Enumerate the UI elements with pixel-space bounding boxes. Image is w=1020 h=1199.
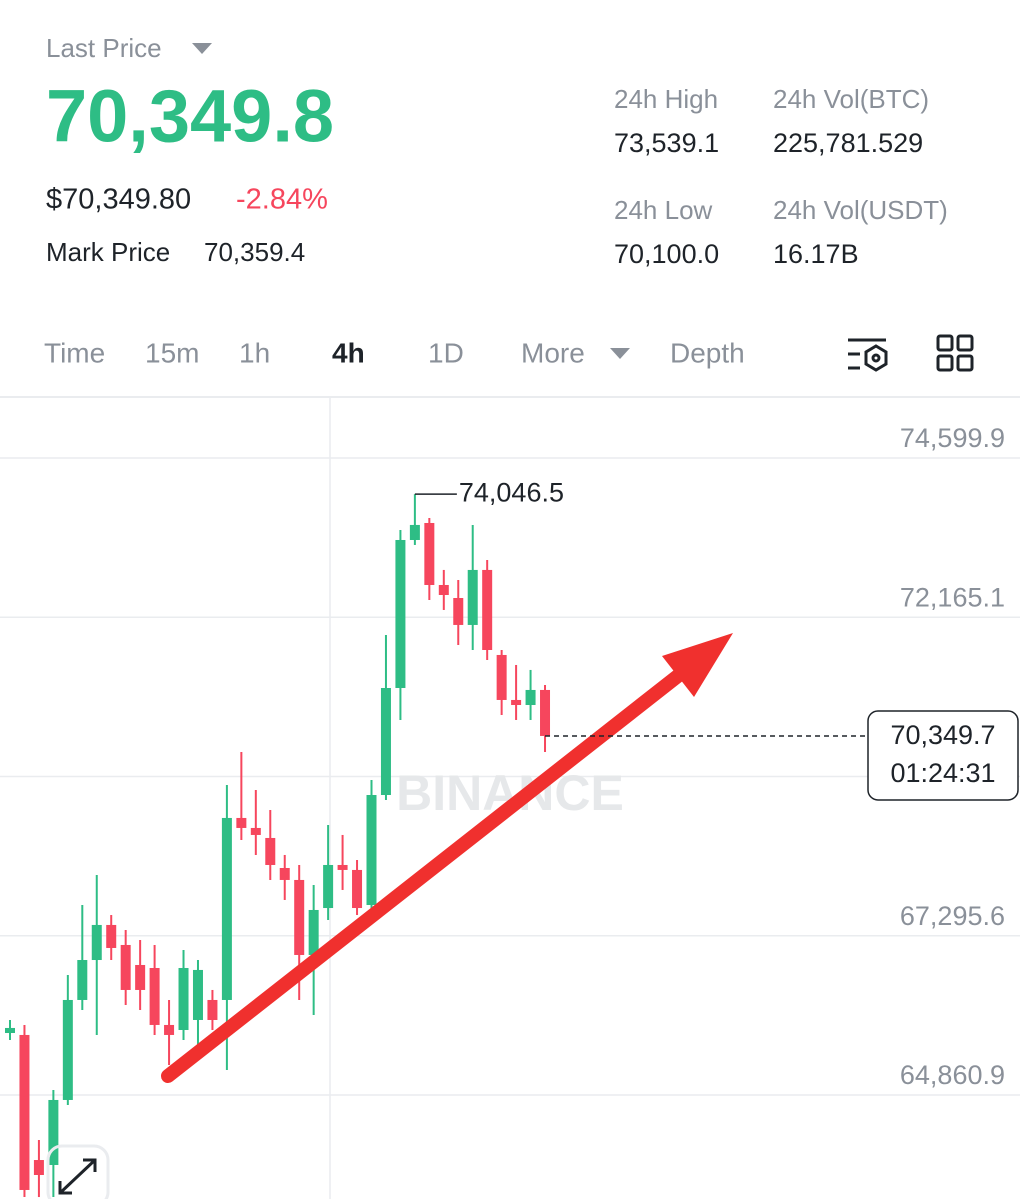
candle-body xyxy=(467,569,478,625)
price-change: -2.84% xyxy=(236,184,328,216)
candle-body xyxy=(424,522,435,585)
candle-body xyxy=(409,524,420,540)
tab[interactable]: Depth xyxy=(670,337,745,368)
high-label: 74,046.5 xyxy=(459,477,564,507)
candle-body xyxy=(192,969,203,1020)
mark-price: 70,359.4 xyxy=(204,237,305,267)
candle-body xyxy=(62,999,73,1100)
stat-value: 73,539.1 xyxy=(614,128,719,158)
stat-label: 24h High xyxy=(614,84,718,114)
candle-body xyxy=(496,654,507,700)
candle-body xyxy=(540,689,551,736)
last-price: 70,349.8 xyxy=(46,75,334,158)
candle-body xyxy=(482,569,493,651)
tab[interactable]: Time xyxy=(44,337,105,368)
candle-body xyxy=(366,795,377,906)
stat-value: 16.17B xyxy=(773,239,859,269)
grid: 74,599.972,165.169,730.467,295.664,860.9 xyxy=(0,423,1020,1096)
candle-body xyxy=(236,817,247,828)
candle-body xyxy=(294,879,305,955)
candle-body xyxy=(164,1024,175,1035)
tab[interactable]: 15m xyxy=(145,337,199,368)
candle-body xyxy=(279,867,290,880)
candle-body xyxy=(337,864,348,870)
arrow-annotation xyxy=(161,633,733,1083)
candle-body xyxy=(120,944,131,990)
stat-label: 24h Vol(USDT) xyxy=(773,195,948,225)
layout-icon[interactable] xyxy=(936,334,974,372)
candle-body xyxy=(380,688,391,796)
candle-body xyxy=(77,960,88,1000)
candle-body xyxy=(352,869,363,909)
candle-body xyxy=(91,924,102,961)
candles xyxy=(5,494,551,1198)
candle-body xyxy=(135,964,146,990)
y-tick-label: 72,165.1 xyxy=(900,582,1005,612)
candle-body xyxy=(19,1034,30,1190)
candle-body xyxy=(106,924,117,948)
tab[interactable]: 1D xyxy=(428,337,464,368)
last-price-label[interactable]: Last Price xyxy=(46,33,162,63)
y-tick-label: 67,295.6 xyxy=(900,901,1005,931)
candle-body xyxy=(250,827,261,835)
candle-body xyxy=(33,1160,44,1175)
dropdown-arrow[interactable] xyxy=(192,43,212,54)
stat-value: 70,100.0 xyxy=(614,239,719,269)
stat-label: 24h Low xyxy=(614,195,713,225)
settings-icon[interactable] xyxy=(848,338,888,372)
y-tick-label: 74,599.9 xyxy=(900,423,1005,453)
candle-body xyxy=(308,909,319,955)
candle-body xyxy=(178,967,189,1030)
candle-body xyxy=(511,699,522,706)
dropdown-arrow[interactable] xyxy=(610,348,630,359)
overlay: 74,046.5 70,349.7 01:24:31 xyxy=(414,477,1019,801)
last-price-label: 70,349.7 xyxy=(890,720,995,750)
tab[interactable]: More xyxy=(521,337,585,368)
usd-price: $70,349.80 xyxy=(46,184,191,216)
candle-body xyxy=(525,689,536,706)
mark-price-label: Mark Price xyxy=(46,237,170,267)
candle-body xyxy=(395,539,406,689)
candle-body xyxy=(149,967,160,1025)
candle-body xyxy=(323,864,334,909)
last-price-box xyxy=(867,710,1019,801)
candle-body xyxy=(453,598,464,625)
candle-body xyxy=(207,999,218,1020)
stat-label: 24h Vol(BTC) xyxy=(773,84,929,114)
tab[interactable]: 1h xyxy=(239,337,270,368)
candle-body xyxy=(221,817,232,1000)
candle-body xyxy=(48,1099,59,1165)
y-tick-label: 64,860.9 xyxy=(900,1060,1005,1090)
candle-body xyxy=(438,584,449,595)
expand-icon[interactable] xyxy=(46,1144,110,1199)
candle-body xyxy=(5,1027,15,1034)
stat-value: 225,781.529 xyxy=(773,128,923,158)
tab-active[interactable]: 4h xyxy=(332,337,365,368)
candle-body xyxy=(265,837,276,865)
countdown: 01:24:31 xyxy=(890,758,995,788)
